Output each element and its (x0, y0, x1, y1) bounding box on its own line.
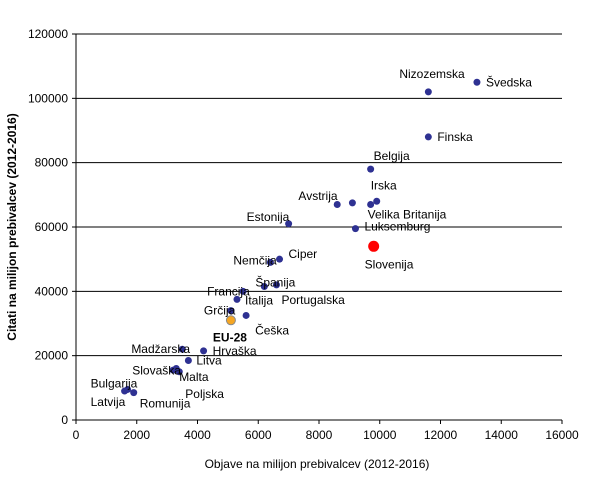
x-tick-label: 2000 (123, 428, 150, 442)
point-label: Slovenija (365, 257, 414, 271)
data-point (276, 255, 284, 263)
point-label: Irska (371, 178, 397, 192)
point-label: Belgija (374, 149, 410, 163)
point-label: Portugalska (281, 293, 345, 307)
y-tick-label: 20000 (35, 349, 69, 363)
data-point (266, 258, 274, 266)
tick-label-layer: 0 20000 40000 60000 80000 100000 120000 0 2000 40… (28, 27, 579, 442)
y-axis-title: Citati na milijon prebivalcev (2012-2016… (5, 113, 19, 340)
data-point (242, 311, 250, 319)
data-point (368, 240, 380, 252)
data-point (333, 200, 341, 208)
point-label: Luksemburg (364, 220, 430, 234)
point-label: Španija (255, 275, 295, 290)
data-point (348, 199, 356, 207)
y-tick-label: 60000 (35, 220, 69, 234)
point-label: Nemčija (233, 253, 277, 267)
point-label-layer: Nizozemska Švedska Finska Belgija Irska Avstr… (91, 67, 533, 411)
point-label: Francija (207, 284, 250, 298)
point-label: Latvija (91, 395, 126, 409)
data-point (272, 281, 280, 289)
x-tick-label: 4000 (184, 428, 211, 442)
point-label: Madžarska (131, 342, 190, 356)
point-label: EU-28 (213, 330, 247, 344)
point-label: Grčija (204, 304, 236, 318)
point-label: Finska (437, 130, 473, 144)
point-label: Slovaška (132, 364, 181, 378)
data-point (351, 225, 359, 233)
y-tick-label: 120000 (28, 27, 68, 41)
point-label: Švedska (486, 74, 532, 89)
data-point (169, 366, 177, 374)
y-tick-label: 40000 (35, 284, 69, 298)
data-point (239, 287, 247, 295)
data-point (424, 133, 432, 141)
point-label: Velika Britanija (368, 207, 447, 221)
point-label: Češka (255, 322, 289, 337)
data-point (367, 200, 375, 208)
x-tick-label: 12000 (424, 428, 458, 442)
y-tick-label: 0 (61, 413, 68, 427)
x-tick-label: 8000 (306, 428, 333, 442)
axis-layer (72, 33, 563, 424)
data-point (178, 345, 186, 353)
point-label: Bulgarija (91, 376, 138, 390)
point-label: Hrvaška (213, 344, 257, 358)
data-point (130, 389, 138, 397)
data-point (184, 356, 192, 364)
x-axis-title: Objave na milijon prebivalcev (2012-2016… (205, 457, 430, 471)
x-tick-label: 0 (73, 428, 80, 442)
point-label: Avstrija (298, 189, 337, 203)
data-point (225, 315, 236, 326)
point-label: Malta (179, 370, 209, 384)
data-point (260, 283, 268, 291)
data-point (473, 78, 481, 86)
point-label: Italija (245, 293, 273, 307)
y-tick-label: 100000 (28, 91, 68, 105)
x-tick-label: 6000 (245, 428, 272, 442)
data-point (233, 295, 241, 303)
x-tick-label: 16000 (545, 428, 579, 442)
point-label: Estonija (247, 210, 290, 224)
point-label: Litva (196, 353, 222, 367)
point-label: Poljska (185, 387, 224, 401)
data-point (424, 88, 432, 96)
data-point (227, 307, 235, 315)
point-label: Ciper (289, 247, 318, 261)
point-layer (121, 78, 481, 397)
x-tick-label: 14000 (485, 428, 519, 442)
point-label: Romunija (140, 397, 191, 411)
x-tick-label: 10000 (363, 428, 397, 442)
data-point (175, 368, 183, 376)
data-point (367, 165, 375, 173)
data-point (200, 347, 208, 355)
data-point (285, 220, 293, 228)
point-label: Nizozemska (399, 67, 465, 81)
grid-layer (76, 33, 562, 357)
data-point (121, 387, 129, 395)
data-point (373, 197, 381, 205)
y-tick-label: 80000 (35, 156, 69, 170)
